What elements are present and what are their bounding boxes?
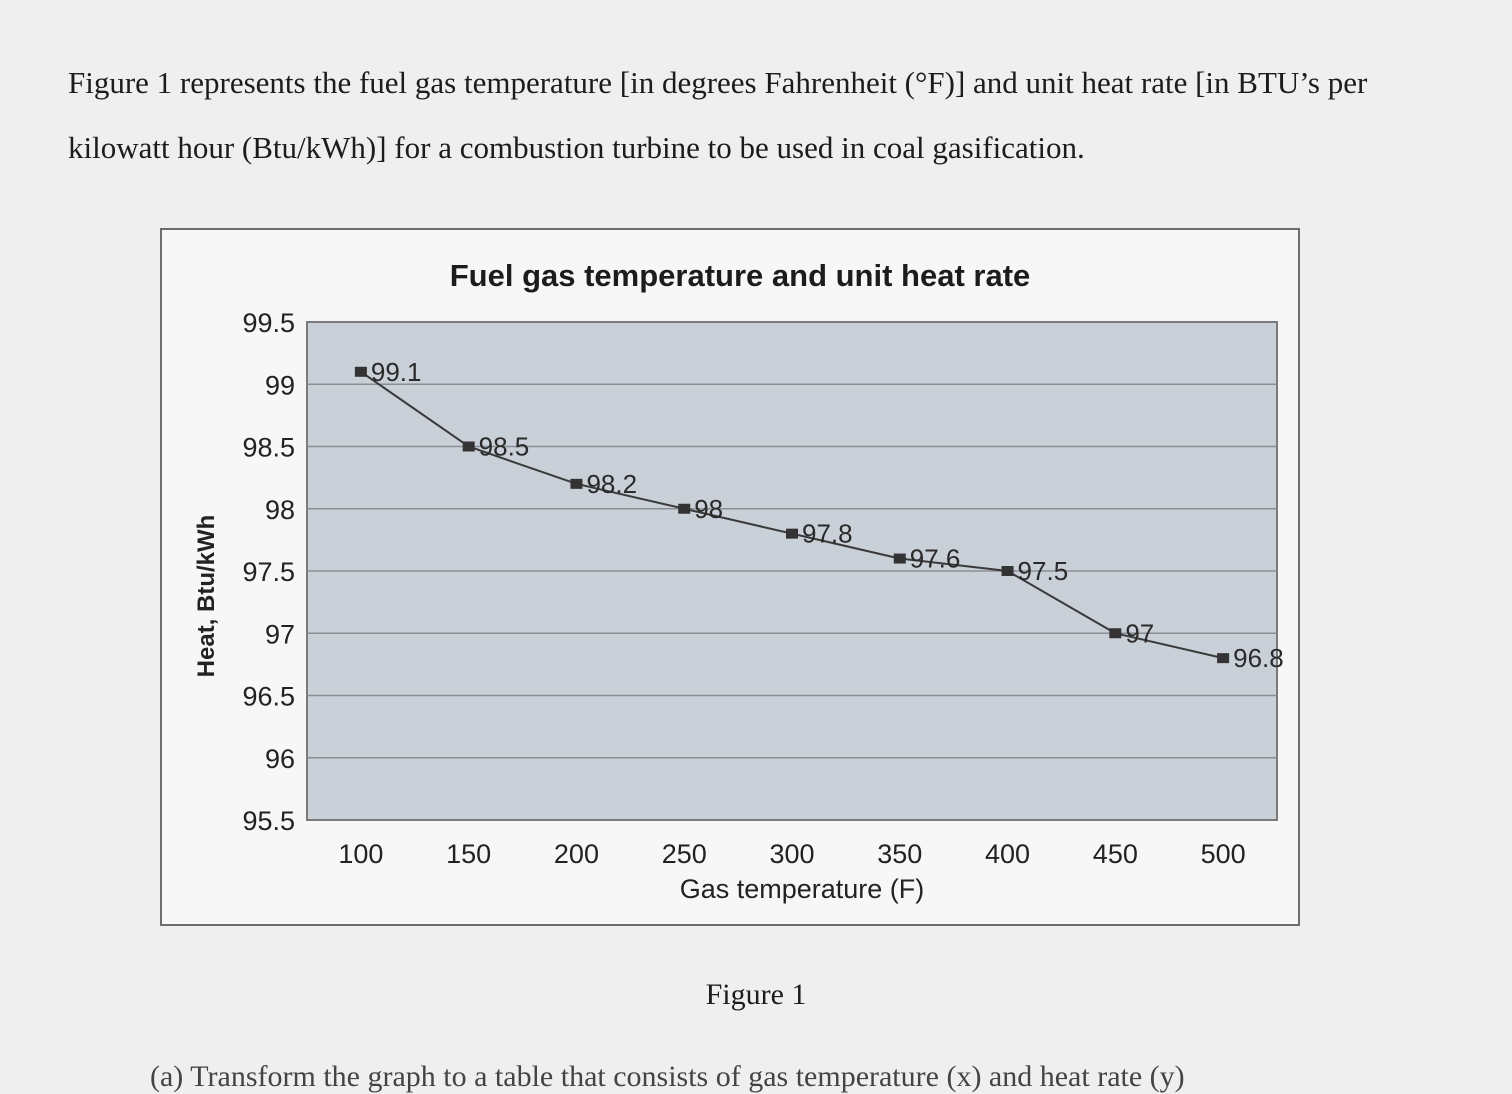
data-point-marker bbox=[893, 553, 906, 564]
y-tick-label: 99 bbox=[265, 370, 295, 400]
y-tick-label: 98.5 bbox=[242, 433, 295, 463]
data-label: 98.5 bbox=[479, 432, 530, 462]
x-tick-label: 100 bbox=[338, 839, 383, 869]
data-point-marker bbox=[1109, 628, 1122, 639]
x-tick-label: 500 bbox=[1201, 839, 1246, 869]
data-point-marker bbox=[678, 503, 691, 514]
data-label: 97.6 bbox=[910, 544, 961, 574]
data-label: 98 bbox=[694, 494, 723, 524]
data-label: 96.8 bbox=[1233, 643, 1284, 673]
y-tick-label: 96.5 bbox=[242, 682, 295, 712]
x-tick-label: 400 bbox=[985, 839, 1030, 869]
data-point-marker bbox=[786, 528, 798, 539]
line-chart: 99.5 99 98.5 98 97.5 97 96.5 96 95.5 100 150 200 250… bbox=[193, 308, 1284, 904]
intro-paragraph: Figure 1 represents the fuel gas tempera… bbox=[68, 65, 1368, 165]
y-tick-label: 95.5 bbox=[242, 806, 295, 836]
x-tick-label: 350 bbox=[877, 839, 922, 869]
data-point-marker bbox=[1001, 566, 1014, 576]
data-point-marker bbox=[462, 441, 475, 452]
data-label: 97 bbox=[1125, 618, 1154, 648]
data-label: 97.8 bbox=[802, 519, 853, 549]
data-label: 97.5 bbox=[1018, 556, 1069, 586]
next-question-line: (a) Transform the graph to a table that … bbox=[150, 1060, 1185, 1093]
y-tick-label: 96 bbox=[265, 744, 295, 774]
y-axis-label: Heat, Btu/kWh bbox=[193, 515, 220, 678]
x-axis-label: Gas temperature (F) bbox=[680, 874, 925, 904]
data-point-marker bbox=[570, 478, 583, 489]
data-point-marker bbox=[354, 366, 367, 377]
chart-title: Fuel gas temperature and unit heat rate bbox=[449, 258, 1031, 293]
x-tick-label: 300 bbox=[769, 839, 814, 869]
y-tick-label: 97 bbox=[265, 619, 295, 649]
data-label: 99.1 bbox=[371, 357, 422, 387]
y-tick-label: 98 bbox=[265, 495, 295, 525]
x-tick-label: 450 bbox=[1093, 839, 1138, 869]
figure-caption: Figure 1 bbox=[705, 978, 807, 1011]
y-tick-label: 97.5 bbox=[242, 557, 295, 587]
x-tick-label: 150 bbox=[446, 839, 491, 869]
y-tick-label: 99.5 bbox=[242, 308, 295, 338]
data-point-marker bbox=[1217, 653, 1230, 664]
data-label: 98.2 bbox=[586, 469, 637, 499]
x-tick-label: 250 bbox=[662, 839, 707, 869]
x-tick-label: 200 bbox=[554, 839, 599, 869]
chart-frame: Fuel gas temperature and unit heat rate … bbox=[160, 228, 1300, 926]
